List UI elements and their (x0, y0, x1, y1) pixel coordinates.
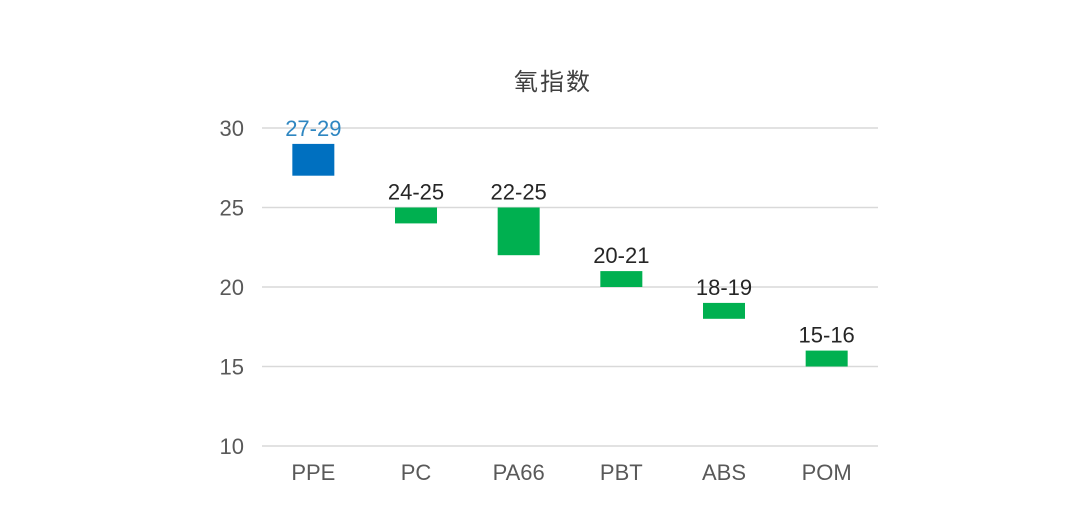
chart-title: 氧指数 (514, 68, 592, 96)
range-bar-ppe (292, 143, 335, 176)
range-bar-pc (395, 207, 437, 224)
data-label: 18-19 (696, 275, 752, 300)
y-tick-label: 30 (220, 116, 244, 141)
range-bar-abs (703, 302, 745, 319)
data-label: 22-25 (491, 180, 547, 205)
x-tick-label: PA66 (493, 460, 545, 485)
range-bar-pbt (600, 271, 643, 287)
x-tick-label: PPE (291, 460, 335, 485)
data-label: 24-25 (388, 180, 444, 205)
range-bar-pom (805, 350, 848, 367)
x-tick-label: POM (802, 460, 852, 485)
data-label: 27-29 (285, 116, 341, 141)
data-label: 20-21 (593, 243, 649, 268)
x-tick-label: ABS (702, 460, 746, 485)
data-label: 15-16 (799, 323, 855, 348)
x-tick-label: PC (401, 460, 432, 485)
y-tick-label: 10 (220, 434, 244, 459)
y-tick-label: 25 (220, 196, 244, 221)
y-tick-label: 20 (220, 275, 244, 300)
range-bar-pa66 (497, 207, 540, 256)
x-tick-label: PBT (600, 460, 643, 485)
y-tick-label: 15 (220, 355, 244, 380)
